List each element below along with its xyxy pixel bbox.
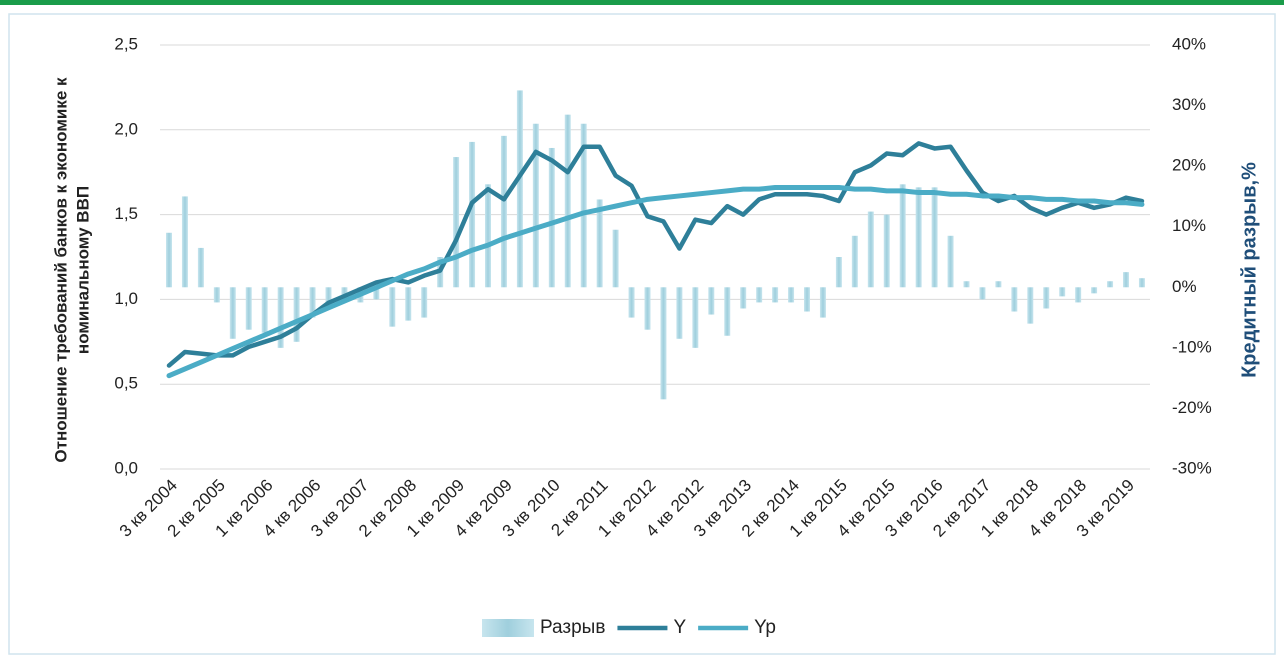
bar	[708, 287, 715, 315]
bar	[788, 287, 795, 303]
bar	[261, 287, 268, 333]
bar	[564, 114, 571, 288]
bar	[931, 187, 938, 288]
y-tick-label: 2,5	[114, 34, 138, 53]
bar	[947, 235, 954, 288]
bar	[197, 247, 204, 288]
bar	[1138, 278, 1145, 288]
legend-label: Разрыв	[540, 617, 605, 638]
bar	[1107, 281, 1114, 288]
bar	[229, 287, 236, 339]
bar	[213, 287, 220, 303]
bar	[628, 287, 635, 318]
bar	[1123, 272, 1129, 288]
y2-tick-label: 10%	[1172, 216, 1206, 235]
bar	[548, 147, 555, 288]
y-axis-title: номинальному ВВП	[73, 186, 92, 354]
bar	[580, 123, 587, 288]
top-border	[0, 0, 1284, 5]
bar	[469, 141, 476, 288]
bar	[373, 287, 380, 300]
bar	[915, 187, 922, 288]
bar	[405, 287, 412, 321]
bar	[532, 123, 539, 288]
bar	[1027, 287, 1034, 324]
legend-swatch	[482, 619, 534, 637]
bar	[453, 157, 460, 288]
bar	[181, 196, 188, 288]
y2-tick-label: -20%	[1172, 398, 1212, 417]
bar	[309, 287, 316, 318]
y2-tick-label: -10%	[1172, 337, 1212, 356]
line-yp	[166, 184, 1145, 379]
bar	[756, 287, 763, 303]
bar	[1059, 287, 1066, 297]
bar	[500, 135, 507, 288]
bar	[867, 211, 874, 288]
bar	[979, 287, 986, 300]
bar	[485, 184, 491, 288]
bar	[740, 287, 747, 309]
bar	[1075, 287, 1082, 303]
bar	[1091, 287, 1098, 294]
y-tick-label: 2,0	[114, 119, 138, 138]
bar	[819, 287, 826, 318]
bar	[772, 287, 779, 303]
bar	[277, 287, 284, 348]
bar	[995, 281, 1002, 288]
y-tick-label: 1,0	[114, 289, 138, 308]
bar	[851, 235, 858, 288]
bar	[660, 287, 667, 400]
bar	[883, 214, 890, 288]
bar	[899, 184, 906, 288]
bar	[166, 232, 172, 288]
y-tick-label: 0,0	[114, 458, 138, 477]
y2-tick-label: 20%	[1172, 156, 1206, 175]
bar	[692, 287, 699, 348]
bar	[596, 199, 603, 288]
bar	[325, 287, 332, 306]
bar	[293, 287, 300, 342]
y-tick-label: 1,5	[114, 204, 138, 223]
bar	[1011, 287, 1018, 312]
bar	[612, 229, 619, 288]
y2-tick-label: 0%	[1172, 277, 1197, 296]
bar	[389, 287, 396, 327]
y2-tick-label: -30%	[1172, 458, 1212, 477]
bar	[644, 287, 651, 330]
y-tick-label: 0,5	[114, 374, 138, 393]
y2-tick-label: 40%	[1172, 34, 1206, 53]
bar	[724, 287, 731, 336]
y-axis-title: Отношение требований банков к экономике …	[51, 77, 70, 463]
bar	[341, 287, 348, 300]
bar	[1043, 287, 1050, 309]
legend-label: Y	[673, 617, 686, 638]
line-y	[166, 141, 1145, 368]
bar	[963, 281, 970, 288]
bar	[804, 287, 810, 312]
bar	[245, 287, 252, 330]
bar	[421, 287, 428, 318]
y2-axis-title: Кредитный разрыв,%	[1238, 162, 1260, 378]
y2-tick-label: 30%	[1172, 95, 1206, 114]
legend-label: Yp	[754, 617, 776, 638]
bar	[516, 90, 523, 288]
frame	[8, 13, 1276, 655]
bar	[676, 287, 683, 339]
bar	[835, 257, 842, 288]
